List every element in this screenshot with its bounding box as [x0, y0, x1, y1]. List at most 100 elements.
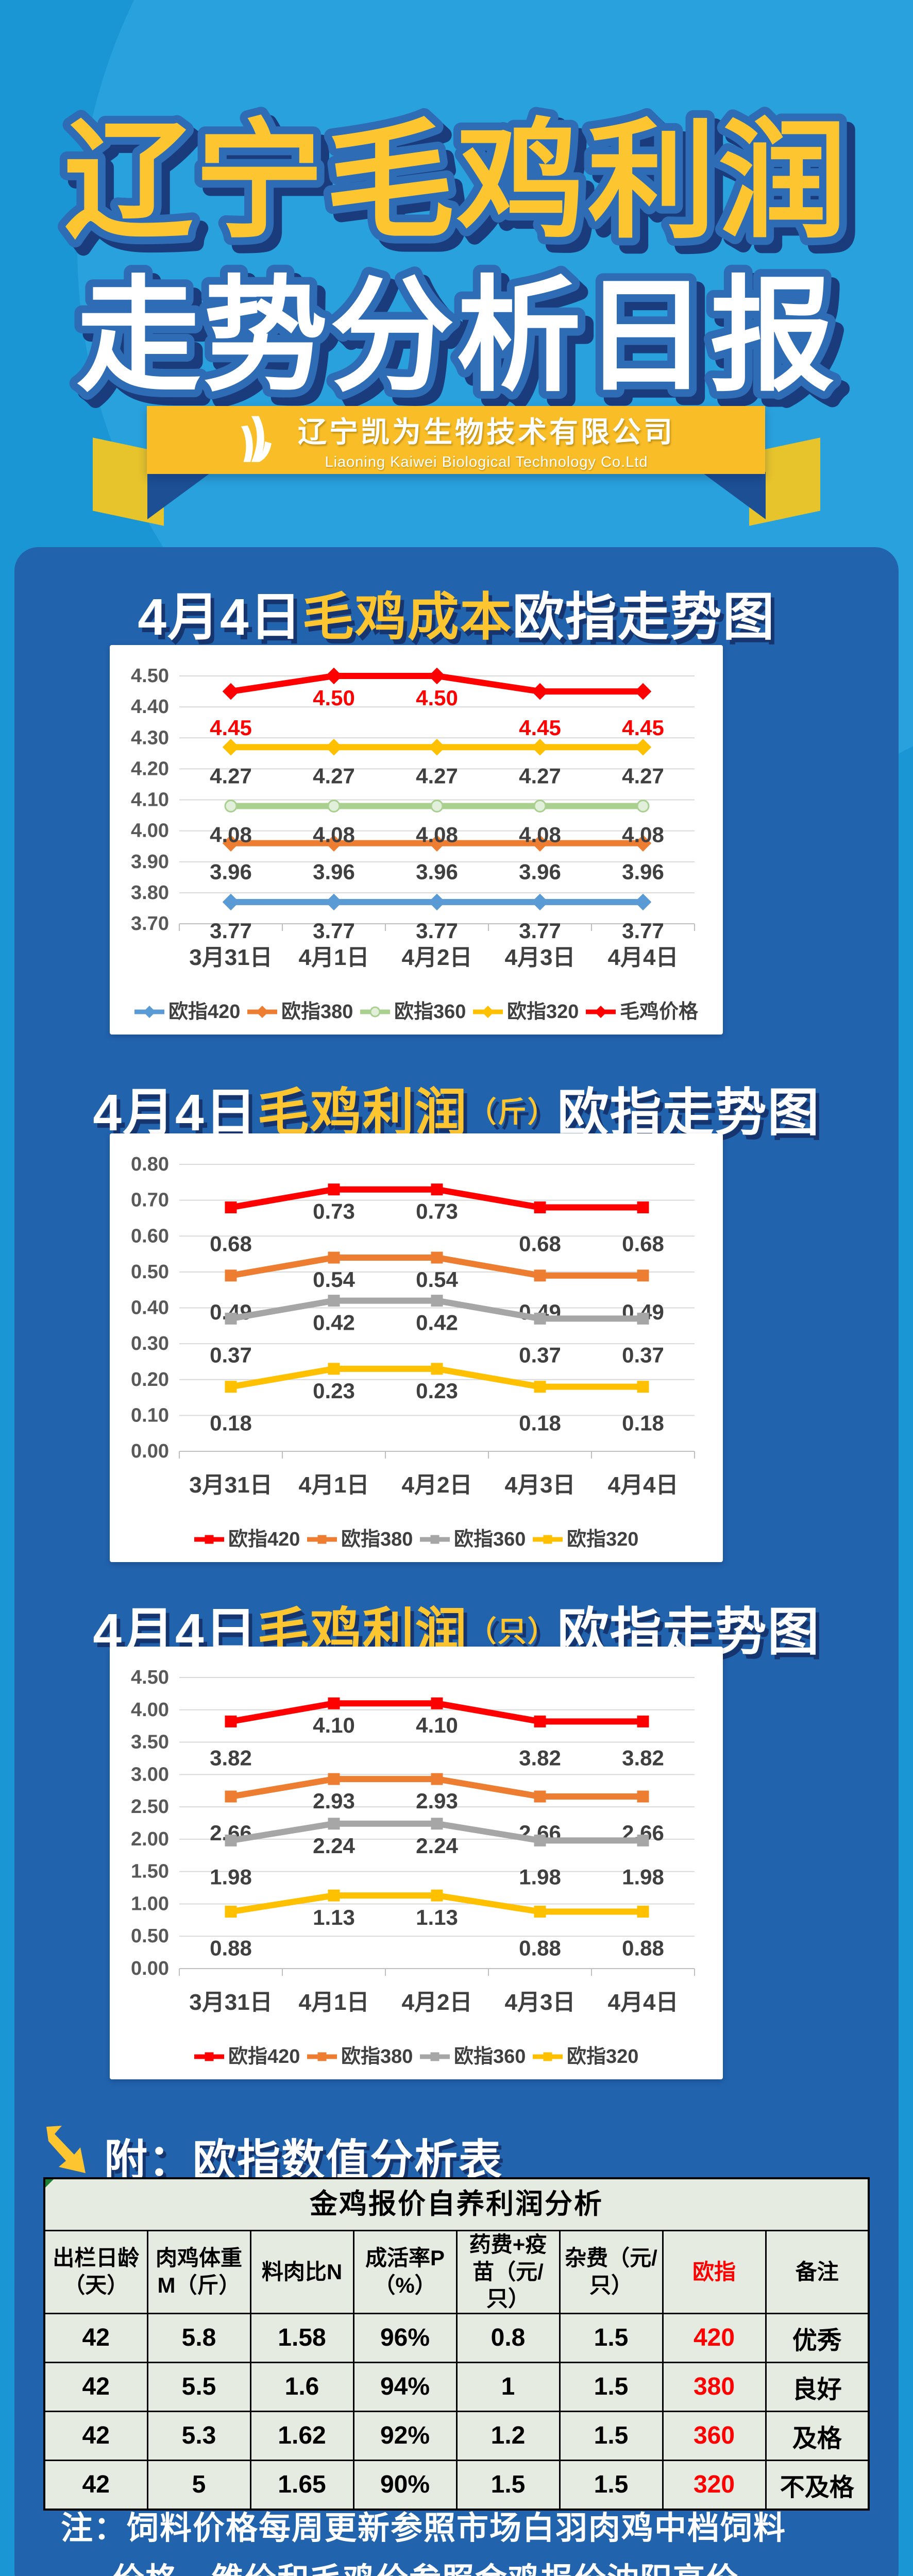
svg-text:0.88: 0.88 — [622, 1936, 664, 1960]
svg-text:2.24: 2.24 — [416, 1834, 458, 1858]
svg-text:4.50: 4.50 — [131, 1667, 169, 1688]
svg-text:4月4日: 4月4日 — [608, 945, 679, 970]
svg-text:0.20: 0.20 — [131, 1369, 169, 1391]
svg-text:2.24: 2.24 — [313, 1834, 355, 1858]
table-cell: 及格 — [765, 2410, 870, 2461]
svg-text:0.50: 0.50 — [131, 1925, 169, 1947]
table-cell: 320 — [662, 2459, 767, 2510]
svg-text:4.08: 4.08 — [622, 823, 664, 847]
svg-text:0.88: 0.88 — [210, 1936, 252, 1960]
table-cell: 优秀 — [765, 2312, 870, 2363]
header-cell: 药费+疫苗（元/只） — [455, 2230, 561, 2314]
table-cell: 42 — [43, 2312, 148, 2363]
corner-arrow-icon — [46, 2126, 86, 2173]
svg-text:3.96: 3.96 — [622, 860, 664, 884]
section1-highlight: 毛鸡成本 — [302, 588, 513, 646]
header-cell: 杂费（元/只） — [559, 2230, 664, 2314]
section2-prefix: 4月4日 — [93, 1084, 258, 1142]
section-title-cost: 4月4日毛鸡成本欧指走势图 — [0, 575, 913, 650]
table-cell: 42 — [43, 2459, 148, 2510]
svg-text:4月2日: 4月2日 — [402, 945, 472, 970]
cost-chart: 3.70 3.80 3.90 4.00 4.10 4.20 4.30 4.40 4.50 3月31… — [131, 665, 699, 1023]
section1-suffix: 欧指走势图 — [512, 588, 775, 646]
svg-text:3.80: 3.80 — [131, 882, 169, 904]
svg-text:3.90: 3.90 — [131, 851, 169, 873]
svg-text:4月4日: 4月4日 — [608, 1990, 679, 2015]
svg-text:4.50: 4.50 — [313, 686, 355, 710]
svg-text:4.45: 4.45 — [519, 716, 561, 740]
company-name-cn: 辽宁凯为生物技术有限公司 — [298, 416, 675, 448]
header-cell: 成活率P（%） — [352, 2230, 458, 2314]
main-title-line2: 走势分析日报 — [76, 267, 837, 406]
svg-text:0.73: 0.73 — [313, 1199, 355, 1224]
table-cell: 1.5 — [455, 2459, 561, 2510]
svg-text:0.37: 0.37 — [622, 1343, 664, 1367]
svg-text:欧指420: 欧指420 — [228, 1529, 300, 1550]
svg-text:0.18: 0.18 — [519, 1411, 561, 1435]
table-cell: 380 — [662, 2361, 767, 2412]
svg-text:3.77: 3.77 — [210, 919, 252, 943]
svg-text:0.54: 0.54 — [416, 1267, 458, 1292]
svg-text:0.42: 0.42 — [416, 1311, 458, 1335]
svg-text:0.80: 0.80 — [131, 1154, 169, 1175]
table-cell: 1.58 — [249, 2312, 354, 2363]
table-cell: 1.5 — [559, 2459, 664, 2510]
svg-text:0.30: 0.30 — [131, 1333, 169, 1354]
header-cell: 欧指 — [662, 2230, 767, 2314]
main-title: 辽宁毛鸡利润 辽宁毛鸡利润 走势分析日报 走势分析日报 — [56, 101, 863, 422]
svg-text:欧指420: 欧指420 — [168, 1001, 240, 1023]
svg-text:4月3日: 4月3日 — [505, 1472, 576, 1498]
svg-text:4月1日: 4月1日 — [299, 1990, 369, 2015]
main-title-line2-shadow: 走势分析日报 — [84, 275, 845, 414]
table-cell: 良好 — [765, 2361, 870, 2412]
section2-highlight: 毛鸡利润 — [257, 1084, 468, 1142]
svg-text:4.27: 4.27 — [416, 764, 458, 788]
company-banner: 辽宁凯为生物技术有限公司 Liaoning Kaiwei Biological … — [147, 406, 765, 474]
svg-text:0.42: 0.42 — [313, 1311, 355, 1335]
header-cell: 肉鸡体重M（斤） — [146, 2230, 251, 2314]
profit-table-body: 42 5.8 1.58 96% 0.8 1.5 420 优秀 42 5.5 1.6 94% 1 1.5 38… — [43, 2312, 870, 2510]
cost-chart-card: 3.70 3.80 3.90 4.00 4.10 4.20 4.30 4.40 4.50 3月31… — [110, 645, 723, 1035]
svg-text:2.93: 2.93 — [416, 1789, 458, 1813]
svg-text:欧指360: 欧指360 — [454, 1529, 526, 1550]
profit-bird-chart: 0.00 0.50 1.00 1.50 2.00 2.50 3.00 3.50 4.00 4.50… — [131, 1667, 695, 2067]
profit-table: 金鸡报价自养利润分析 出栏日龄（天） 肉鸡体重M（斤） 料肉比N 成活率P（%） 药费+… — [43, 2177, 870, 2511]
table-cell: 5.3 — [146, 2410, 251, 2461]
profit-table-wrap: 金鸡报价自养利润分析 出栏日龄（天） 肉鸡体重M（斤） 料肉比N 成活率P（%） 药费+… — [43, 2177, 870, 2511]
svg-text:1.98: 1.98 — [519, 1865, 561, 1889]
svg-text:3.96: 3.96 — [519, 860, 561, 884]
header-cell: 备注 — [765, 2230, 870, 2314]
svg-text:4.00: 4.00 — [131, 820, 169, 842]
svg-text:4月3日: 4月3日 — [505, 945, 576, 970]
svg-text:4.08: 4.08 — [210, 823, 252, 847]
svg-text:4.45: 4.45 — [622, 716, 664, 740]
profit-jin-chart-card: 0.00 0.10 0.20 0.30 0.40 0.50 0.60 0.70 0.80 3月31… — [110, 1133, 723, 1562]
svg-text:0.18: 0.18 — [622, 1411, 664, 1435]
table-row: 42 5.3 1.62 92% 1.2 1.5 360 及格 — [43, 2410, 870, 2461]
svg-text:1.50: 1.50 — [131, 1861, 169, 1883]
table-cell: 94% — [352, 2361, 458, 2412]
note-line2: 价格，雏价和毛鸡价参照金鸡报价沈阳高价。 — [112, 2553, 772, 2576]
section2-suffix: 欧指走势图 — [557, 1084, 820, 1142]
table-cell: 360 — [662, 2410, 767, 2461]
svg-text:3.70: 3.70 — [131, 913, 169, 935]
header-cell: 料肉比N — [249, 2230, 354, 2314]
table-cell: 90% — [352, 2459, 458, 2510]
svg-text:0.70: 0.70 — [131, 1190, 169, 1211]
table-cell: 1.2 — [455, 2410, 561, 2461]
svg-text:1.00: 1.00 — [131, 1893, 169, 1914]
table-cell: 5 — [146, 2459, 251, 2510]
table-cell: 5.5 — [146, 2361, 251, 2412]
svg-text:欧指320: 欧指320 — [567, 1529, 638, 1550]
svg-text:3.96: 3.96 — [210, 860, 252, 884]
svg-text:4月1日: 4月1日 — [299, 1472, 369, 1498]
table-cell: 0.8 — [455, 2312, 561, 2363]
header-cell: 出栏日龄（天） — [43, 2230, 148, 2314]
svg-text:3.96: 3.96 — [313, 860, 355, 884]
note-line1: 注：饲料价格每周更新参照市场白羽肉鸡中档饲料 — [61, 2511, 787, 2546]
svg-text:2.50: 2.50 — [131, 1796, 169, 1818]
svg-text:3.77: 3.77 — [519, 919, 561, 943]
table-cell: 1.65 — [249, 2459, 354, 2510]
svg-text:4.10: 4.10 — [131, 789, 169, 811]
